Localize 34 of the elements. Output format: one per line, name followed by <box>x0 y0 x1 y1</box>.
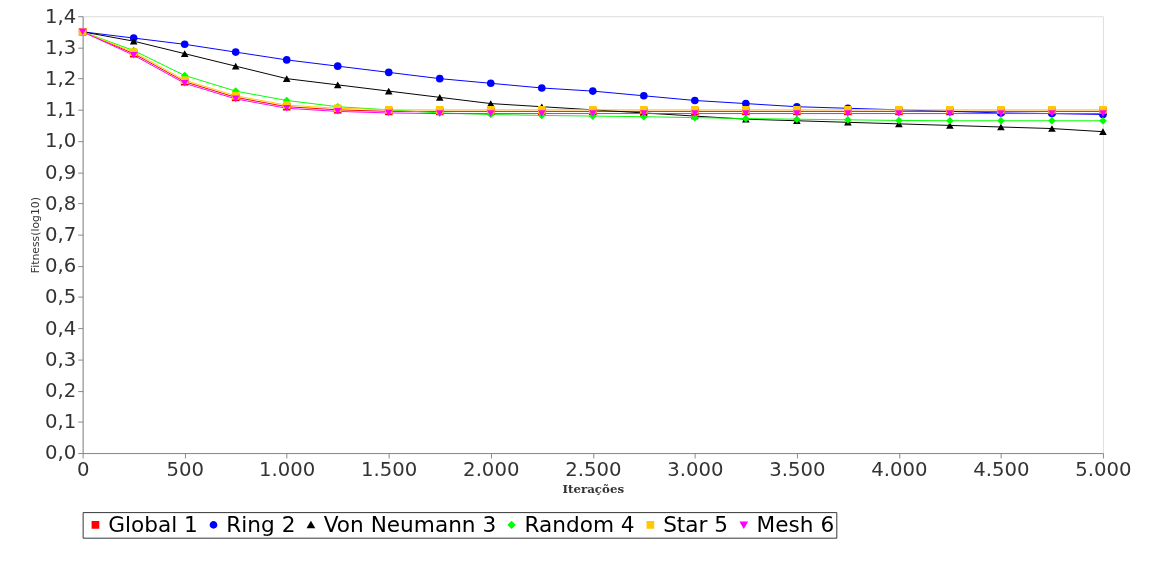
x-tick-label: 0 <box>76 458 90 482</box>
legend-label: Star 5 <box>663 511 729 537</box>
y-tick-label: 0,6 <box>44 254 77 278</box>
y-tick-label: 0,7 <box>44 223 77 247</box>
y-tick-label: 0,4 <box>44 316 77 340</box>
legend-label: Mesh 6 <box>756 511 835 537</box>
legend-label: Ring 2 <box>226 511 296 537</box>
y-tick-label: 0,8 <box>44 191 77 215</box>
y-tick-label: 0,1 <box>44 410 77 434</box>
y-axis-title: Fitness(log10) <box>29 197 43 274</box>
x-tick-label: 500 <box>166 458 204 482</box>
legend-label: Global 1 <box>108 511 198 537</box>
y-tick-label: 1,3 <box>44 35 77 59</box>
y-tick-label: 1,2 <box>44 67 77 91</box>
x-tick-label: 1.500 <box>361 458 418 482</box>
x-axis-title: Iterações <box>562 481 625 496</box>
x-tick-label: 2.000 <box>463 458 520 482</box>
x-tick-label: 1.000 <box>259 458 316 482</box>
y-tick-label: 1,1 <box>44 98 77 122</box>
x-tick-label: 3.000 <box>667 458 724 482</box>
y-tick-label: 0,9 <box>44 160 77 184</box>
y-tick-label: 1,4 <box>44 4 77 28</box>
y-tick-label: 0,0 <box>44 441 77 465</box>
x-tick-label: 4.000 <box>871 458 928 482</box>
x-tick-label: 3.500 <box>769 458 826 482</box>
legend-label: Von Neumann 3 <box>323 511 497 537</box>
x-tick-label: 5.000 <box>1075 458 1132 482</box>
y-tick-label: 0,5 <box>44 285 77 309</box>
x-tick-label: 2.500 <box>565 458 622 482</box>
y-tick-label: 0,2 <box>44 379 77 403</box>
y-tick-label: 1,0 <box>44 129 77 153</box>
legend-label: Random 4 <box>524 511 635 537</box>
x-tick-label: 4.500 <box>973 458 1030 482</box>
y-tick-label: 0,3 <box>44 347 77 371</box>
